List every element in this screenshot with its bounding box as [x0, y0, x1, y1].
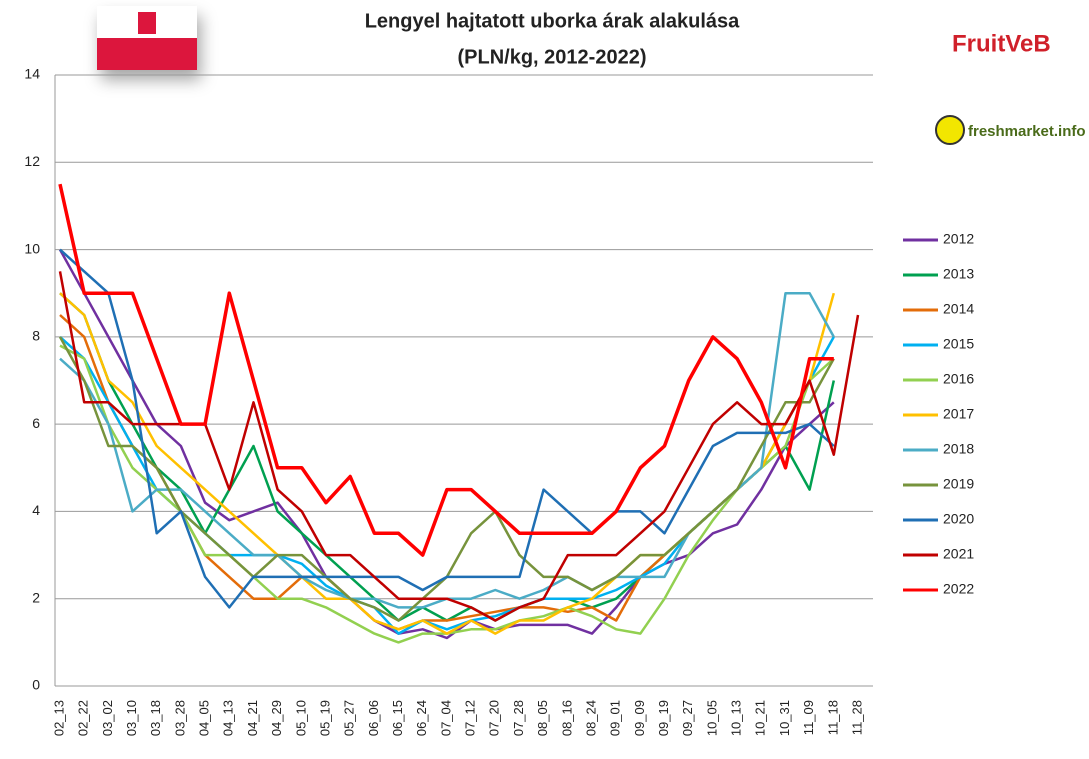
- x-tick-label: 11_09: [801, 700, 816, 735]
- x-tick-label: 07_12: [463, 700, 478, 736]
- x-tick-label: 10_31: [777, 700, 792, 736]
- x-tick-label: 02_22: [76, 700, 91, 736]
- x-tick-label: 08_05: [535, 700, 550, 736]
- series-line: [59, 292, 836, 635]
- logo-freshmarket: freshmarket.info: [968, 123, 1086, 140]
- x-tick-label: 04_21: [245, 700, 260, 736]
- legend-label: 2022: [943, 581, 974, 597]
- y-tick-label: 6: [32, 415, 40, 431]
- x-tick-label: 11_18: [825, 700, 840, 735]
- x-tick-label: 07_28: [511, 700, 526, 736]
- x-tick-label: 03_02: [100, 700, 115, 736]
- x-tick-label: 08_24: [583, 700, 598, 736]
- x-tick-label: 04_13: [221, 700, 236, 736]
- x-tick-label: 10_05: [704, 700, 719, 736]
- x-tick-label: 09_09: [632, 700, 647, 736]
- chart-title: Lengyel hajtatott uborka árak alakulása: [365, 10, 740, 32]
- chart-subtitle: (PLN/kg, 2012-2022): [458, 46, 647, 68]
- x-tick-label: 07_20: [487, 700, 502, 736]
- x-tick-label: 05_27: [342, 700, 357, 736]
- legend-label: 2021: [943, 546, 974, 562]
- x-tick-label: 03_28: [172, 700, 187, 736]
- legend-label: 2019: [943, 476, 974, 492]
- x-tick-label: 08_16: [559, 700, 574, 736]
- x-tick-label: 04_05: [197, 700, 212, 736]
- logo-icon: [935, 115, 965, 145]
- legend-label: 2016: [943, 371, 974, 387]
- y-tick-label: 14: [24, 66, 40, 82]
- y-tick-label: 4: [32, 502, 40, 518]
- legend-label: 2012: [943, 231, 974, 247]
- logo-fruitveb: FruitVeB: [952, 30, 1051, 57]
- series-line: [58, 248, 835, 640]
- x-tick-label: 09_19: [656, 700, 671, 736]
- legend-label: 2017: [943, 406, 974, 422]
- x-tick-label: 09_01: [608, 700, 623, 736]
- legend-label: 2014: [943, 301, 974, 317]
- x-tick-label: 02_13: [51, 700, 66, 736]
- x-tick-label: 06_15: [390, 700, 405, 736]
- flag: [97, 6, 197, 70]
- x-tick-label: 10_21: [753, 700, 768, 736]
- legend-label: 2018: [943, 441, 974, 457]
- series-line: [58, 183, 834, 557]
- legend-label: 2013: [943, 266, 974, 282]
- x-tick-label: 05_10: [293, 700, 308, 736]
- series-line: [59, 248, 835, 609]
- x-tick-label: 03_10: [124, 700, 139, 736]
- y-tick-label: 8: [32, 328, 40, 344]
- x-tick-label: 05_19: [317, 700, 332, 736]
- y-tick-label: 2: [32, 589, 40, 605]
- y-tick-label: 10: [24, 240, 40, 256]
- legend-label: 2015: [943, 336, 974, 352]
- x-tick-label: 10_13: [729, 700, 744, 736]
- x-tick-label: 07_04: [438, 700, 453, 736]
- x-tick-label: 06_06: [366, 700, 381, 736]
- x-tick-label: 03_18: [148, 700, 163, 736]
- x-tick-label: 06_24: [414, 700, 429, 736]
- x-tick-label: 09_27: [680, 700, 695, 736]
- x-tick-label: 04_29: [269, 700, 284, 736]
- y-tick-label: 12: [24, 153, 40, 169]
- x-tick-label: 11_28: [849, 700, 864, 735]
- y-tick-label: 0: [32, 677, 40, 693]
- legend-label: 2020: [943, 511, 974, 527]
